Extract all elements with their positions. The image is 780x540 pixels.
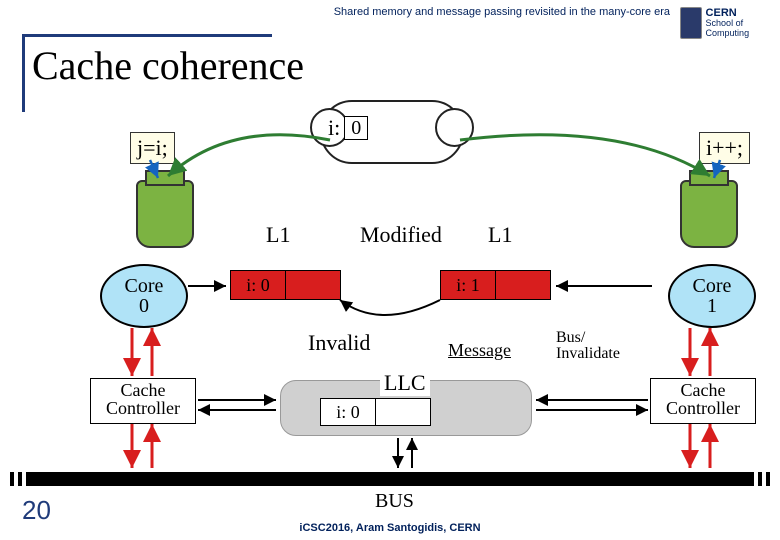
l1-left-val: i: 0 <box>231 271 286 299</box>
cloud-content: i: 0 <box>328 115 368 141</box>
core-1: Core 1 <box>668 264 756 328</box>
bus-label: BUS <box>375 490 414 513</box>
bus-dash-right <box>750 472 770 486</box>
bus-dash-left <box>10 472 30 486</box>
note-right: i++; <box>699 132 750 164</box>
llc-pad <box>376 399 430 425</box>
cpu-right <box>680 180 738 248</box>
l1-line-right: i: 1 <box>440 270 551 300</box>
cache-controller-right: Cache Controller <box>650 378 756 424</box>
bus-bar <box>30 472 750 486</box>
note-left: j=i; <box>130 132 175 164</box>
core-0: Core 0 <box>100 264 188 328</box>
cpu-left <box>136 180 194 248</box>
l1-right-val: i: 1 <box>441 271 496 299</box>
l1-label-right: L1 <box>488 222 512 248</box>
llc-label: LLC <box>380 370 430 396</box>
invalid-label: Invalid <box>308 330 370 356</box>
title-rule-v <box>22 34 25 112</box>
llc-val: i: 0 <box>321 399 376 425</box>
slide-root: Shared memory and message passing revisi… <box>0 0 780 540</box>
cloud-value: 0 <box>344 116 368 140</box>
header-subtitle: Shared memory and message passing revisi… <box>334 6 670 18</box>
cern-logo: CERN School of Computing <box>680 2 760 44</box>
l1-line-left: i: 0 <box>230 270 341 300</box>
title-rule-h <box>22 34 272 37</box>
bus-invalidate-label: Bus/ Invalidate <box>556 330 620 362</box>
logo-text: CERN School of Computing <box>706 7 760 39</box>
footer-text: iCSC2016, Aram Santogidis, CERN <box>0 522 780 534</box>
logo-badge <box>680 7 702 39</box>
modified-label: Modified <box>360 222 442 248</box>
cache-controller-left: Cache Controller <box>90 378 196 424</box>
l1-label-left: L1 <box>266 222 290 248</box>
page-title: Cache coherence <box>32 42 304 89</box>
cloud-label: i: <box>328 115 340 141</box>
message-label: Message <box>448 340 511 361</box>
l1-right-pad <box>496 271 550 299</box>
l1-left-pad <box>286 271 340 299</box>
logo-sub: School of Computing <box>706 18 750 38</box>
llc-line: i: 0 <box>320 398 431 426</box>
